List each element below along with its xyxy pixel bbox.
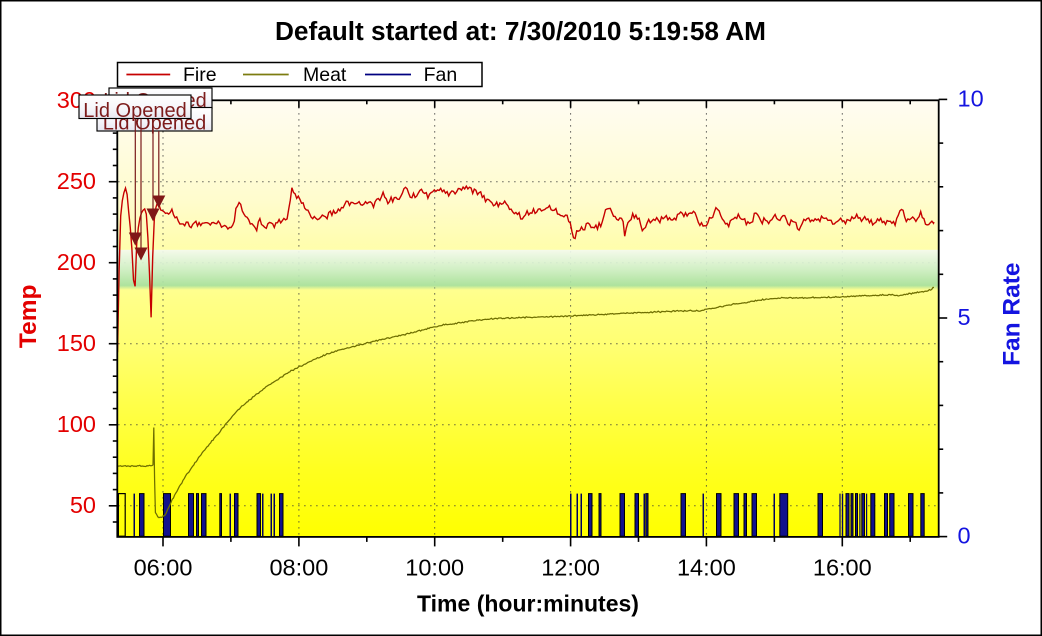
svg-text:150: 150	[57, 330, 96, 356]
svg-text:100: 100	[57, 411, 96, 437]
svg-text:Meat: Meat	[303, 64, 347, 86]
svg-text:Fire: Fire	[183, 64, 217, 86]
svg-text:14:00: 14:00	[677, 554, 736, 580]
svg-text:10: 10	[958, 85, 984, 111]
svg-text:Fan: Fan	[424, 64, 458, 86]
svg-text:16:00: 16:00	[813, 554, 872, 580]
svg-text:Temp: Temp	[15, 285, 42, 349]
svg-text:10:00: 10:00	[405, 554, 464, 580]
svg-text:250: 250	[57, 168, 96, 194]
svg-text:Lid Opened: Lid Opened	[83, 100, 186, 122]
svg-text:Default started at: 7/30/2010: Default started at: 7/30/2010 5:19:58 AM	[275, 16, 766, 46]
svg-text:200: 200	[57, 249, 96, 275]
svg-text:06:00: 06:00	[134, 554, 193, 580]
svg-text:5: 5	[958, 304, 971, 330]
svg-text:Fan Rate: Fan Rate	[999, 262, 1026, 365]
svg-text:08:00: 08:00	[269, 554, 328, 580]
svg-text:12:00: 12:00	[541, 554, 600, 580]
svg-text:Time (hour:minutes): Time (hour:minutes)	[417, 591, 639, 617]
svg-text:0: 0	[958, 523, 971, 549]
svg-text:50: 50	[70, 492, 96, 518]
